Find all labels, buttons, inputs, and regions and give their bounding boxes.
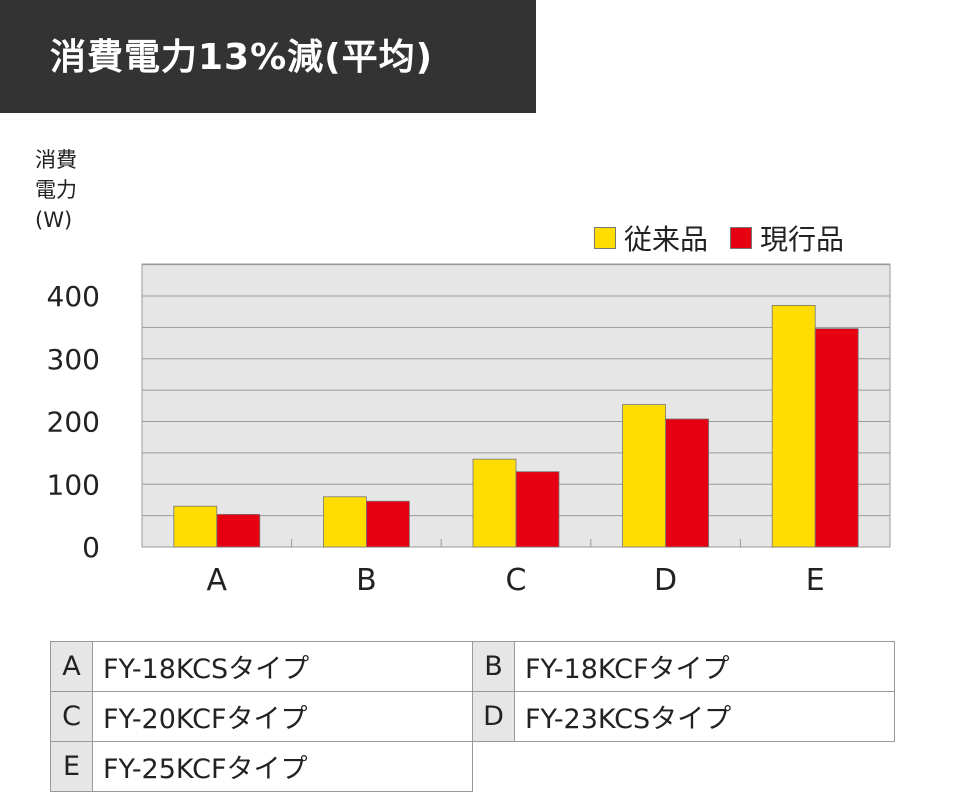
- model-name: FY-18KCFタイプ: [514, 641, 895, 692]
- model-key: D: [472, 691, 515, 742]
- bar-old: [622, 404, 666, 548]
- bar-chart: 0 100 200 300 400 A B C D E: [47, 263, 891, 598]
- x-tick-label: B: [356, 563, 377, 598]
- bar-old: [472, 458, 517, 548]
- y-tick-label: 100: [47, 468, 100, 501]
- model-key: E: [50, 741, 93, 792]
- model-name: FY-18KCSタイプ: [92, 641, 473, 692]
- y-axis-label-line: 消費: [35, 148, 77, 172]
- model-key: B: [472, 641, 515, 692]
- y-axis-label-line: 電力: [35, 178, 77, 202]
- model-name: FY-23KCSタイプ: [514, 691, 895, 742]
- bar-new: [216, 513, 261, 548]
- bar-old: [771, 305, 816, 548]
- table-row: A FY-18KCSタイプ B FY-18KCFタイプ: [50, 641, 895, 692]
- page-title: 消費電力13%減(平均): [50, 37, 434, 78]
- x-tick-label: D: [654, 563, 677, 598]
- y-axis-label-line: (W): [35, 208, 73, 232]
- model-table: A FY-18KCSタイプ B FY-18KCFタイプ C FY-20KCFタイ…: [50, 641, 895, 792]
- y-tick-label: 300: [47, 343, 100, 376]
- bar-new: [814, 328, 859, 548]
- x-tick-label: C: [506, 563, 527, 598]
- model-name: FY-20KCFタイプ: [92, 691, 473, 742]
- bar-new: [365, 500, 410, 548]
- y-tick-label: 200: [47, 406, 100, 439]
- x-tick-label: A: [207, 563, 228, 598]
- bar-old: [322, 496, 367, 548]
- y-tick-label: 0: [82, 531, 100, 564]
- chart-legend: 従来品 現行品: [594, 220, 866, 256]
- legend-entry-old: 従来品: [594, 218, 708, 258]
- bar-new: [665, 418, 709, 548]
- table-row: C FY-20KCFタイプ D FY-23KCSタイプ: [50, 691, 895, 742]
- model-name: FY-25KCFタイプ: [92, 741, 473, 792]
- legend-label-new: 現行品: [760, 223, 845, 256]
- table-row: E FY-25KCFタイプ: [50, 741, 895, 792]
- bar-new: [515, 471, 560, 548]
- legend-label-old: 従来品: [624, 223, 709, 256]
- bar-old: [173, 505, 218, 548]
- model-key: C: [50, 691, 93, 742]
- y-tick-label: 400: [47, 280, 100, 313]
- y-axis-label: 消費 電力 (W): [35, 145, 77, 235]
- legend-entry-new: 現行品: [730, 218, 844, 258]
- title-banner: 消費電力13%減(平均): [0, 0, 536, 113]
- legend-swatch-old: [594, 227, 616, 249]
- legend-swatch-new: [730, 227, 753, 249]
- model-key: A: [50, 641, 93, 692]
- x-tick-label: E: [806, 563, 825, 598]
